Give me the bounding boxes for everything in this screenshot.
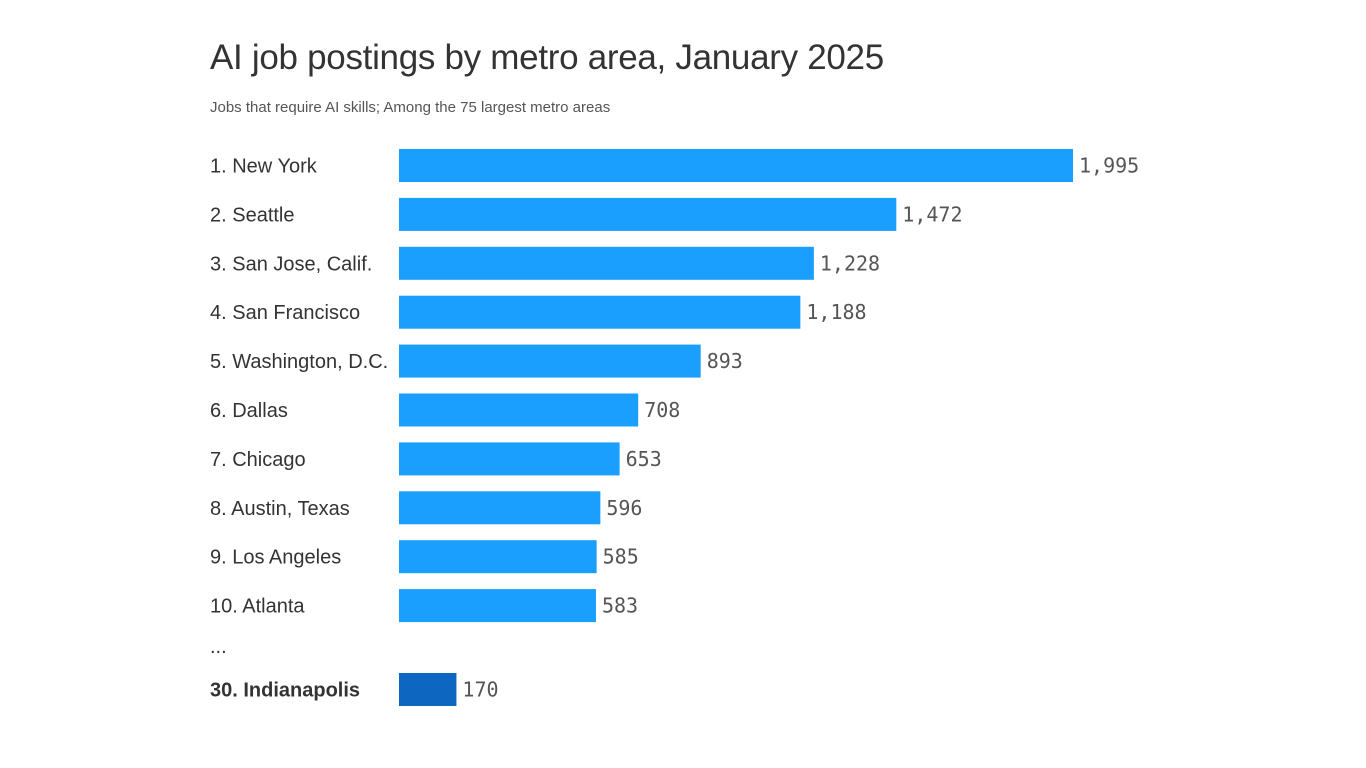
bar xyxy=(399,295,801,329)
category-label: 2. Seattle xyxy=(210,204,295,226)
category-label: 3. San Jose, Calif. xyxy=(210,253,372,275)
bar xyxy=(399,246,814,280)
value-label: 653 xyxy=(626,447,662,471)
value-label: 596 xyxy=(606,496,642,520)
bar xyxy=(399,149,1073,182)
value-label: 708 xyxy=(644,398,680,422)
bar xyxy=(399,393,639,427)
bar xyxy=(399,589,596,623)
category-label: 9. Los Angeles xyxy=(210,547,341,569)
category-label: 4. San Francisco xyxy=(210,302,360,324)
bar xyxy=(399,442,620,476)
category-label: 5. Washington, D.C. xyxy=(210,351,388,373)
bar xyxy=(399,491,601,525)
highlight-value-label: 170 xyxy=(462,678,498,702)
highlight-category-label: 30. Indianapolis xyxy=(210,680,360,702)
category-label: 1. New York xyxy=(210,156,318,178)
highlight-bar xyxy=(399,673,457,706)
chart-subtitle: Jobs that require AI skills; Among the 7… xyxy=(210,99,611,116)
category-label: 10. Atlanta xyxy=(210,596,305,618)
bar xyxy=(399,197,897,231)
value-label: 585 xyxy=(603,545,639,569)
value-label: 1,188 xyxy=(806,300,866,324)
bar xyxy=(399,540,597,574)
value-label: 583 xyxy=(602,594,638,618)
category-label: 7. Chicago xyxy=(210,449,306,471)
category-label: 8. Austin, Texas xyxy=(210,498,350,520)
value-label: 1,228 xyxy=(820,251,880,275)
value-label: 893 xyxy=(707,349,743,373)
chart-title: AI job postings by metro area, January 2… xyxy=(210,38,884,77)
value-label: 1,472 xyxy=(902,202,962,226)
bar xyxy=(399,344,701,378)
value-label: 1,995 xyxy=(1079,154,1139,178)
ellipsis-label: ... xyxy=(210,636,227,658)
category-label: 6. Dallas xyxy=(210,400,288,422)
